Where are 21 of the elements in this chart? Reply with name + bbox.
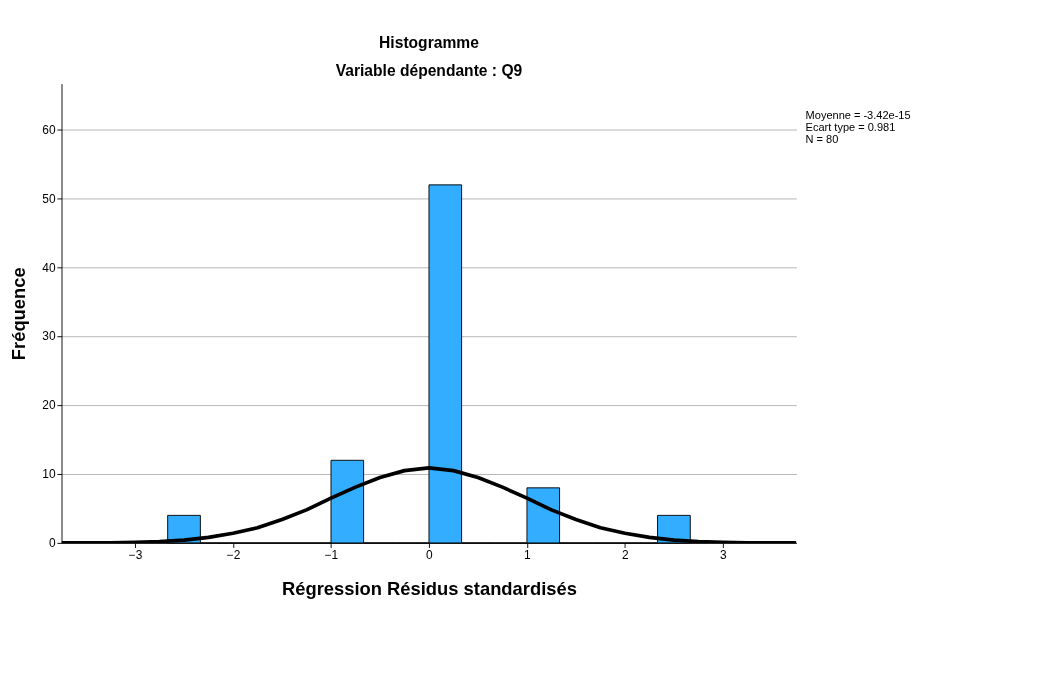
x-tick-label: 1 [524, 548, 532, 562]
chart-title: Histogramme [379, 33, 480, 51]
x-tick-label: 2 [622, 548, 630, 562]
text: Moyenne = -3.42e-15 [805, 109, 911, 122]
y-tick-label: 50 [42, 191, 56, 206]
y-tick-label: 60 [42, 122, 56, 137]
chart-subtitle: Variable dépendante : Q9 [335, 62, 523, 80]
y-tick-label: 20 [42, 398, 56, 413]
y-axis-title: Fréquence [7, 267, 29, 361]
x-tick-label: 0 [426, 548, 434, 562]
y-tick-label: 30 [42, 329, 56, 344]
x-axis-title: Régression Résidus standardisés [281, 577, 577, 599]
x-tick-label: −2 [226, 548, 241, 562]
y-tick-label: 10 [42, 467, 56, 482]
x-tick-label: −1 [324, 548, 339, 562]
text: N = 80 [805, 133, 839, 146]
x-tick-label: 3 [720, 548, 728, 562]
y-tick-label: 0 [48, 536, 56, 551]
text: Ecart type = 0.981 [805, 121, 896, 134]
y-tick-label: 40 [42, 260, 56, 275]
x-tick-label: −3 [128, 548, 143, 562]
